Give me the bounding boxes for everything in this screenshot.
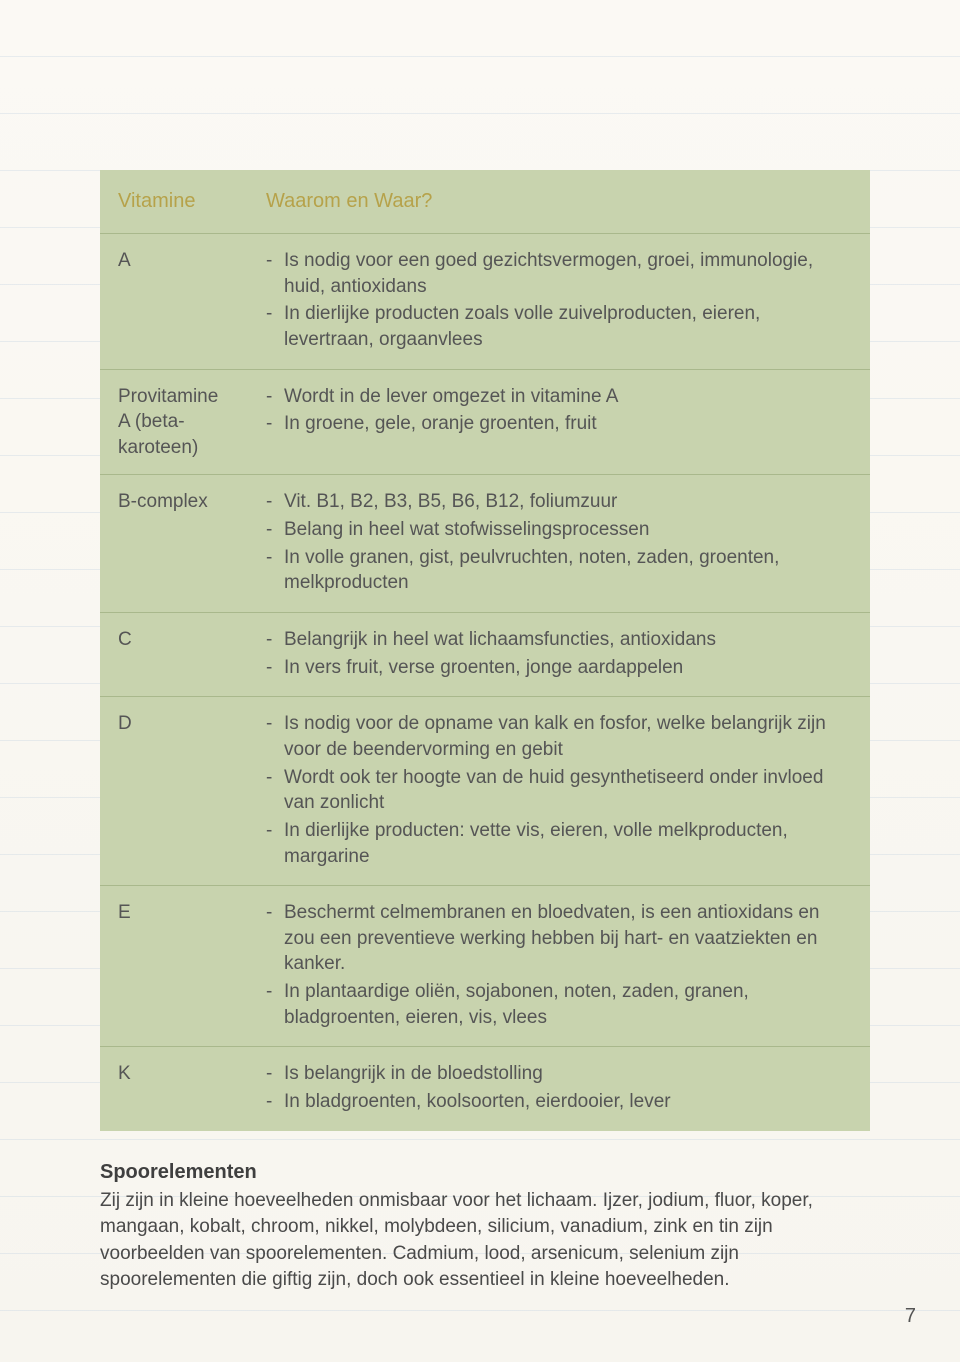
section-heading-spoorelementen: Spoorelementen: [100, 1161, 860, 1184]
vitamin-description-item: In vers fruit, verse groenten, jonge aar…: [266, 655, 854, 681]
vitamin-description-item: In bladgroenten, koolsoorten, eierdooier…: [266, 1089, 854, 1115]
vitamin-description-item: In dierlijke producten zoals volle zuive…: [266, 301, 854, 352]
vitamin-description: Vit. B1, B2, B3, B5, B6, B12, foliumzuur…: [250, 475, 870, 613]
vitamin-description: Wordt in de lever omgezet in vitamine AI…: [250, 369, 870, 475]
vitamin-description: Is nodig voor de opname van kalk en fosf…: [250, 697, 870, 886]
vitamins-table: Vitamine Waarom en Waar? A Is nodig voor …: [100, 170, 870, 1131]
table-row: Provitamine A (beta-karoteen) Wordt in de…: [100, 369, 870, 475]
section-body-spoorelementen: Zij zijn in kleine hoeveelheden onmisbaa…: [100, 1188, 860, 1294]
table-header-row: Vitamine Waarom en Waar?: [100, 170, 870, 234]
vitamin-description-list: Is belangrijk in de bloedstollingIn blad…: [266, 1061, 854, 1114]
vitamin-name: B-complex: [100, 475, 250, 613]
vitamin-description-item: Is nodig voor de opname van kalk en fosf…: [266, 711, 854, 762]
vitamin-description: Is nodig voor een goed gezichtsvermogen,…: [250, 234, 870, 370]
table-row: A Is nodig voor een goed gezichtsvermogen…: [100, 234, 870, 370]
vitamin-description-item: Wordt ook ter hoogte van de huid gesynth…: [266, 765, 854, 816]
vitamin-name: K: [100, 1047, 250, 1131]
vitamin-description-item: In plantaardige oliën, sojabonen, noten,…: [266, 979, 854, 1030]
table-row: EBeschermt celmembranen en bloedvaten, i…: [100, 886, 870, 1047]
vitamin-description-item: In dierlijke producten: vette vis, eiere…: [266, 818, 854, 869]
vitamin-description-list: Is nodig voor de opname van kalk en fosf…: [266, 711, 854, 869]
vitamin-description-item: In volle granen, gist, peulvruchten, not…: [266, 545, 854, 596]
table-header-waarom: Waarom en Waar?: [250, 170, 870, 234]
vitamin-name: Provitamine A (beta-karoteen): [100, 369, 250, 475]
vitamin-description-item: Belang in heel wat stofwisselingsprocess…: [266, 517, 854, 543]
page-number: 7: [905, 1305, 916, 1328]
vitamin-description-item: Belangrijk in heel wat lichaamsfuncties,…: [266, 627, 854, 653]
vitamin-description-item: Beschermt celmembranen en bloedvaten, is…: [266, 900, 854, 977]
vitamin-description-item: Wordt in de lever omgezet in vitamine A: [266, 384, 854, 410]
vitamin-description-list: Is nodig voor een goed gezichtsvermogen,…: [266, 248, 854, 353]
table-row: K Is belangrijk in de bloedstollingIn bla…: [100, 1047, 870, 1131]
vitamin-description-list: Wordt in de lever omgezet in vitamine AI…: [266, 384, 854, 437]
vitamin-description-list: Belangrijk in heel wat lichaamsfuncties,…: [266, 627, 854, 680]
vitamin-name: D: [100, 697, 250, 886]
vitamin-description-list: Beschermt celmembranen en bloedvaten, is…: [266, 900, 854, 1030]
vitamin-description: Is belangrijk in de bloedstollingIn blad…: [250, 1047, 870, 1131]
vitamin-name: A: [100, 234, 250, 370]
vitamin-description: Belangrijk in heel wat lichaamsfuncties,…: [250, 613, 870, 697]
vitamin-description-list: Vit. B1, B2, B3, B5, B6, B12, foliumzuur…: [266, 489, 854, 596]
vitamin-name: E: [100, 886, 250, 1047]
table-header-vitamine: Vitamine: [100, 170, 250, 234]
vitamin-description-item: In groene, gele, oranje groenten, fruit: [266, 411, 854, 437]
vitamin-description-item: Vit. B1, B2, B3, B5, B6, B12, foliumzuur: [266, 489, 854, 515]
vitamin-description-item: Is nodig voor een goed gezichtsvermogen,…: [266, 248, 854, 299]
table-row: D Is nodig voor de opname van kalk en fos…: [100, 697, 870, 886]
table-row: B-complexVit. B1, B2, B3, B5, B6, B12, f…: [100, 475, 870, 613]
table-row: C Belangrijk in heel wat lichaamsfuncties…: [100, 613, 870, 697]
vitamin-description: Beschermt celmembranen en bloedvaten, is…: [250, 886, 870, 1047]
vitamin-name: C: [100, 613, 250, 697]
vitamin-description-item: Is belangrijk in de bloedstolling: [266, 1061, 854, 1087]
page: Vitamine Waarom en Waar? A Is nodig voor …: [0, 0, 960, 1362]
